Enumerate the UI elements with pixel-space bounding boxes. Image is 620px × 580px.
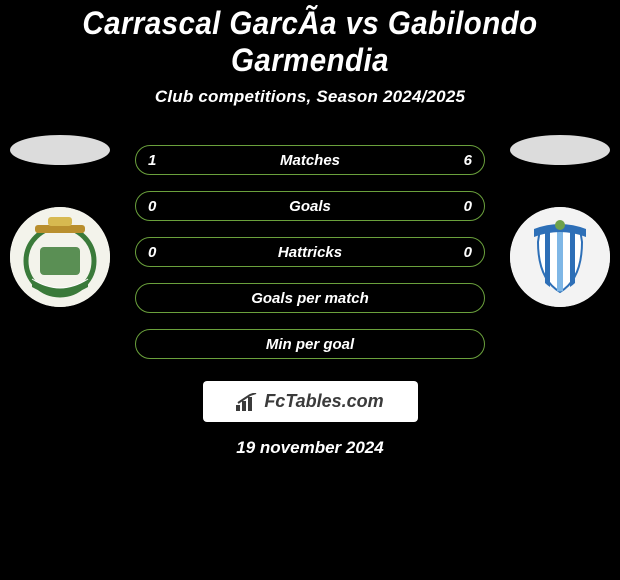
stat-label: Hattricks: [278, 244, 342, 261]
footer-date: 19 november 2024: [20, 438, 600, 458]
stat-right-value: 6: [464, 152, 472, 169]
left-player-avatar: [10, 135, 110, 165]
stats-list: 1 Matches 6 0 Goals 0 0 Hattricks 0 Goals per mat…: [135, 145, 485, 359]
right-player-avatar: [510, 135, 610, 165]
stat-left-value: 0: [148, 244, 156, 261]
left-club-crest-icon: [10, 207, 110, 307]
brand-text: FcTables.com: [264, 391, 383, 412]
comparison-body: 1 Matches 6 0 Goals 0 0 Hattricks 0 Goals per mat…: [20, 145, 600, 458]
brand-chart-icon: [236, 393, 258, 411]
stat-row: Min per goal: [135, 329, 485, 359]
comparison-title: Carrascal GarcÃ­a vs Gabilondo Garmendia: [43, 5, 577, 79]
brand-box: FcTables.com: [203, 381, 418, 422]
left-player-block: [10, 135, 110, 307]
stat-row: 0 Goals 0: [135, 191, 485, 221]
stat-row: 1 Matches 6: [135, 145, 485, 175]
stat-label: Goals per match: [251, 290, 369, 307]
right-club-crest-icon: [510, 207, 610, 307]
right-player-block: [510, 135, 610, 307]
stat-right-value: 0: [464, 244, 472, 261]
stat-row: 0 Hattricks 0: [135, 237, 485, 267]
stat-label: Matches: [280, 152, 340, 169]
right-club-badge: [510, 207, 610, 307]
stat-label: Goals: [289, 198, 331, 215]
stat-row: Goals per match: [135, 283, 485, 313]
left-club-badge: [10, 207, 110, 307]
stat-right-value: 0: [464, 198, 472, 215]
comparison-subtitle: Club competitions, Season 2024/2025: [20, 87, 600, 107]
stat-left-value: 1: [148, 152, 156, 169]
stat-label: Min per goal: [266, 336, 354, 353]
stat-left-value: 0: [148, 198, 156, 215]
